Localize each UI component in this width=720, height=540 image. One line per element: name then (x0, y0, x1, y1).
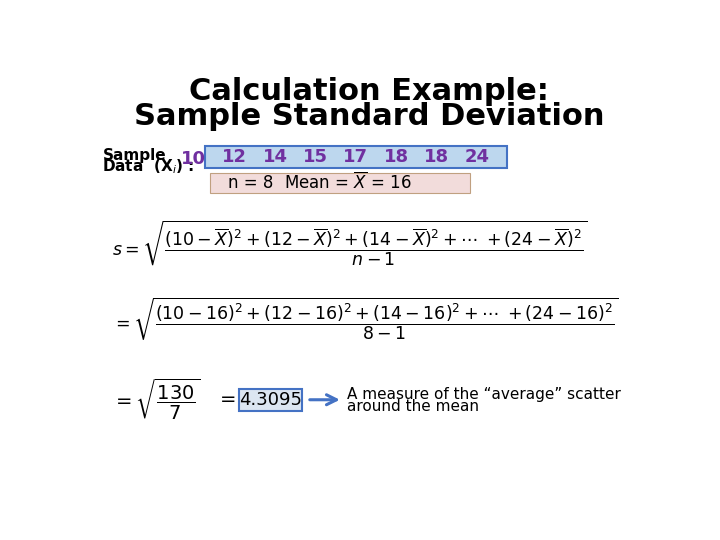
Text: Calculation Example:: Calculation Example: (189, 77, 549, 106)
FancyArrowPatch shape (310, 395, 336, 405)
Text: $= \sqrt{\dfrac{130}{7}}$: $= \sqrt{\dfrac{130}{7}}$ (112, 377, 200, 422)
Text: 14: 14 (263, 148, 288, 166)
FancyBboxPatch shape (210, 173, 469, 193)
FancyBboxPatch shape (204, 146, 507, 168)
Text: n = 8: n = 8 (228, 174, 273, 192)
Text: $= \sqrt{\dfrac{(10-16)^2+(12-16)^2+(14-16)^2+\cdots\;+(24-16)^2}{8-1}}$: $= \sqrt{\dfrac{(10-16)^2+(12-16)^2+(14-… (112, 295, 618, 342)
Text: 15: 15 (303, 148, 328, 166)
Text: Sample Standard Deviation: Sample Standard Deviation (134, 102, 604, 131)
Text: 18: 18 (384, 148, 409, 166)
Text: $s = \sqrt{\dfrac{(10-\overline{X})^2+(12-\overline{X})^2+(14-\overline{X})^2+\c: $s = \sqrt{\dfrac{(10-\overline{X})^2+(1… (112, 219, 588, 268)
Text: around the mean: around the mean (347, 399, 480, 414)
Text: Mean = $\overline{X}$ = 16: Mean = $\overline{X}$ = 16 (284, 172, 412, 193)
Text: 17: 17 (343, 148, 369, 166)
FancyBboxPatch shape (239, 389, 302, 410)
Text: A measure of the “average” scatter: A measure of the “average” scatter (347, 387, 621, 402)
Text: Data  (X$_i$) :: Data (X$_i$) : (102, 157, 194, 176)
Text: 4.3095: 4.3095 (239, 391, 302, 409)
Text: 18: 18 (424, 148, 449, 166)
Text: 24: 24 (464, 148, 489, 166)
Text: 10: 10 (181, 150, 206, 168)
Text: 12: 12 (222, 148, 248, 166)
Text: =: = (220, 390, 236, 409)
Text: Sample: Sample (102, 148, 166, 163)
